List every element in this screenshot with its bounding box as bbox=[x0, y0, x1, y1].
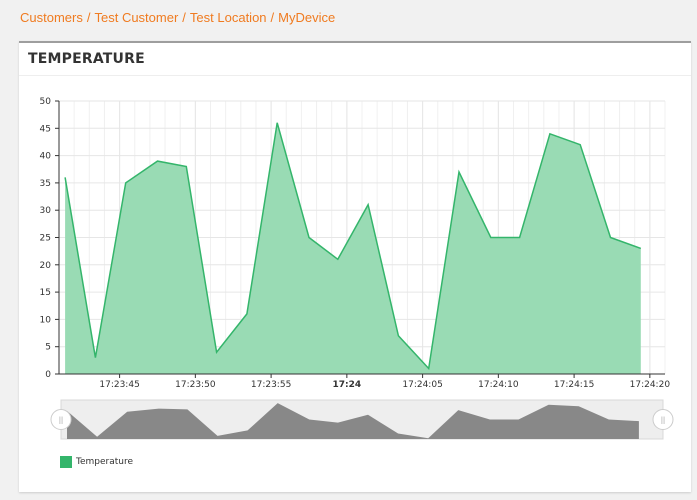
x-tick-label: 17:24:20 bbox=[630, 380, 671, 390]
navigator-area bbox=[67, 403, 639, 439]
legend[interactable]: Temperature bbox=[60, 456, 133, 468]
legend-label: Temperature bbox=[76, 457, 134, 467]
card-title: TEMPERATURE bbox=[28, 51, 145, 67]
y-tick-label: 35 bbox=[40, 179, 51, 189]
y-axis-ticks: 0 5 10 15 20 25 30 35 40 45 50 bbox=[40, 97, 59, 380]
y-tick-label: 20 bbox=[40, 261, 52, 271]
navigator-right-handle[interactable]: || bbox=[652, 409, 674, 430]
y-tick-label: 10 bbox=[40, 315, 52, 325]
y-tick-label: 40 bbox=[40, 152, 52, 162]
y-tick-label: 45 bbox=[40, 124, 51, 134]
temperature-card: TEMPERATURE 0 5 10 15 20 25 30 35 40 45 50 17:23:4… bbox=[19, 41, 691, 492]
legend-swatch bbox=[60, 456, 72, 468]
y-tick-label: 25 bbox=[40, 234, 51, 244]
series-area-fill bbox=[65, 122, 641, 374]
handle-circle bbox=[50, 409, 72, 430]
y-tick-label: 30 bbox=[40, 206, 52, 216]
breadcrumb: Customers / Test Customer / Test Location / My… bbox=[20, 10, 335, 25]
x-tick-label: 17:23:50 bbox=[175, 380, 216, 390]
x-tick-label: 17:24 bbox=[333, 380, 362, 390]
breadcrumb-customer[interactable]: Test Customer bbox=[94, 10, 179, 25]
breadcrumb-location[interactable]: Test Location bbox=[189, 10, 267, 25]
y-tick-label: 15 bbox=[40, 288, 51, 298]
x-tick-label: 17:24:05 bbox=[402, 380, 442, 390]
card-header: TEMPERATURE bbox=[19, 43, 691, 76]
handle-grip: || bbox=[59, 416, 63, 425]
y-tick-label: 50 bbox=[40, 97, 52, 107]
y-tick-label: 5 bbox=[45, 343, 51, 353]
x-tick-label: 17:23:45 bbox=[99, 380, 139, 390]
breadcrumb-device[interactable]: MyDevice bbox=[278, 10, 336, 25]
breadcrumb-customers[interactable]: Customers bbox=[20, 10, 83, 25]
navigator-left-handle[interactable]: || bbox=[50, 409, 72, 430]
y-tick-label: 0 bbox=[45, 370, 51, 380]
x-tick-label: 17:23:55 bbox=[251, 380, 291, 390]
navigator[interactable]: || || bbox=[50, 399, 674, 440]
x-axis-ticks: 17:23:45 17:23:50 17:23:55 17:24 17:24:05 17:… bbox=[99, 374, 670, 390]
x-tick-label: 17:24:10 bbox=[478, 380, 519, 390]
series-area bbox=[64, 122, 642, 374]
handle-grip: || bbox=[661, 416, 665, 425]
x-tick-label: 17:24:15 bbox=[554, 380, 594, 390]
breadcrumb-separator: / bbox=[270, 10, 275, 25]
breadcrumb-separator: / bbox=[182, 10, 186, 25]
series-line bbox=[64, 122, 642, 371]
breadcrumb-separator: / bbox=[86, 10, 91, 25]
handle-circle bbox=[652, 409, 674, 430]
